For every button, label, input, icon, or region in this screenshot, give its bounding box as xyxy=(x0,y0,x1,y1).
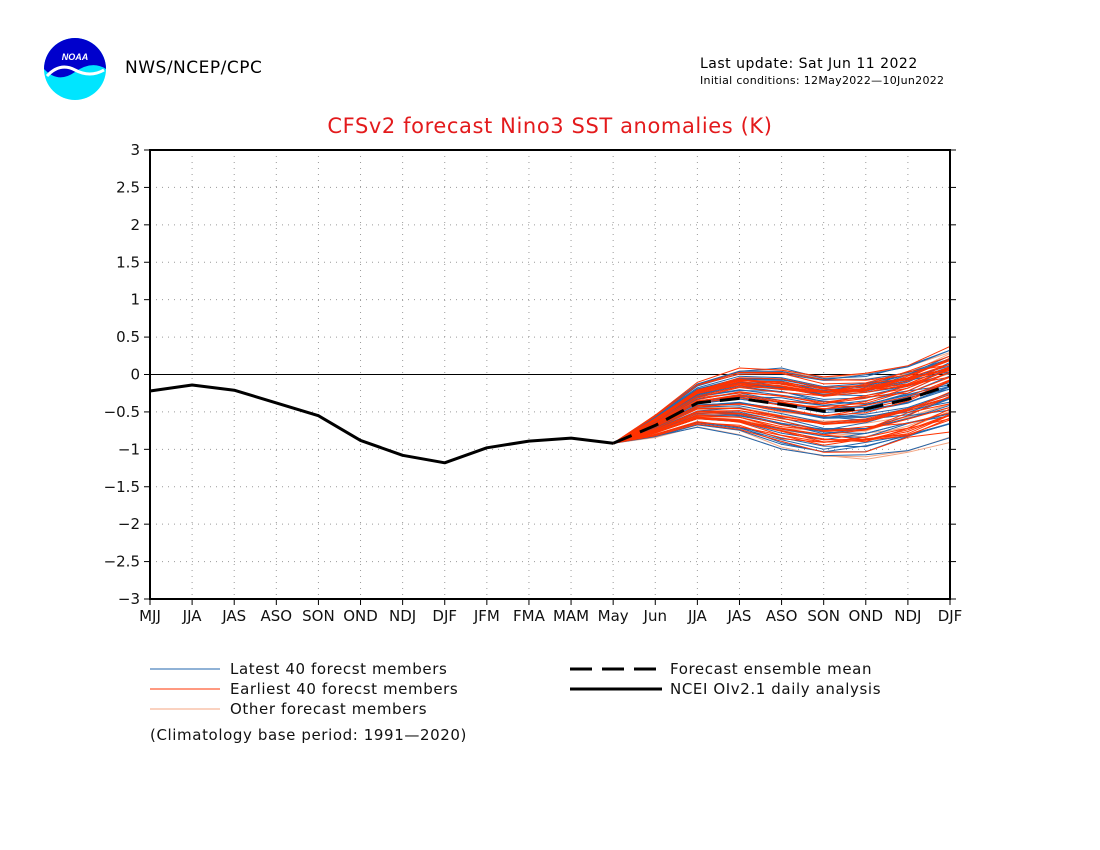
legend-analysis-label: NCEI OIv2.1 daily analysis xyxy=(670,680,882,698)
y-tick-label: −1.5 xyxy=(104,478,140,496)
chart-title: CFSv2 forecast Nino3 SST anomalies (K) xyxy=(327,114,773,138)
x-tick-label: JJA xyxy=(182,607,203,625)
y-tick-label: 0 xyxy=(130,366,140,384)
earliest-member-line xyxy=(613,423,951,453)
main-series xyxy=(149,383,951,465)
y-tick-label: 1.5 xyxy=(116,253,140,271)
x-tick-label: NDJ xyxy=(894,607,921,625)
earliest-member-line xyxy=(612,367,951,444)
y-tick-label: −0.5 xyxy=(104,403,140,421)
x-tick-label: FMA xyxy=(513,607,546,625)
earliest-member-line xyxy=(613,414,951,444)
earliest-member-line xyxy=(613,396,951,444)
legend-samples xyxy=(150,667,662,710)
ensemble-mean-line xyxy=(612,383,951,445)
last-update: Last update: Sat Jun 11 2022 xyxy=(700,56,918,72)
y-tick-label: 2.5 xyxy=(116,178,140,196)
x-tick-label: May xyxy=(598,607,629,625)
x-tick-label: NDJ xyxy=(389,607,416,625)
earliest-member-line xyxy=(612,345,951,444)
latest-member-line xyxy=(612,349,951,444)
x-tick-label: OND xyxy=(343,607,378,625)
legend-latest-label: Latest 40 forecst members xyxy=(230,660,448,678)
x-tick-label: ASO xyxy=(261,607,293,625)
latest-member-line xyxy=(612,355,951,444)
earliest-member-line xyxy=(612,376,951,444)
latest-member-line xyxy=(613,426,951,457)
latest-member-line xyxy=(613,423,951,453)
x-tick-label: DJF xyxy=(432,607,457,625)
x-tick-label: MJJ xyxy=(139,607,161,625)
x-tick-label: DJF xyxy=(938,607,963,625)
agency-label: NWS/NCEP/CPC xyxy=(125,58,263,78)
analysis-line xyxy=(149,383,614,465)
x-tick-label: JJA xyxy=(687,607,708,625)
y-tick-label: 0.5 xyxy=(116,328,140,346)
earliest-member-line xyxy=(613,380,951,444)
earliest-member-line xyxy=(613,419,951,446)
x-tick-label: JAS xyxy=(726,607,751,625)
earliest-member-line xyxy=(612,366,951,444)
y-tick-label: −2.5 xyxy=(104,553,140,571)
earliest-member-line xyxy=(613,412,951,444)
latest-member-line xyxy=(613,398,951,444)
x-tick-label: SON xyxy=(302,607,335,625)
forecast-members xyxy=(612,345,951,460)
initial-conditions: Initial conditions: 12May2022—10Jun2022 xyxy=(700,74,945,87)
x-tick-label: JAS xyxy=(221,607,246,625)
earliest-member-line xyxy=(613,408,951,444)
legend-earliest-label: Earliest 40 forecst members xyxy=(230,680,459,698)
y-tick-label: −2 xyxy=(118,515,140,533)
legend-other-label: Other forecast members xyxy=(230,700,428,718)
noaa-logo: NOAA xyxy=(44,38,106,100)
y-tick-label: 3 xyxy=(130,141,140,159)
legend-mean-label: Forecast ensemble mean xyxy=(670,660,873,678)
grid xyxy=(150,150,950,599)
x-tick-label: Jun xyxy=(643,607,667,625)
y-tick-label: 1 xyxy=(130,291,140,309)
y-tick-label: 2 xyxy=(130,216,140,234)
y-tick-label: −1 xyxy=(118,440,140,458)
climatology-note: (Climatology base period: 1991—2020) xyxy=(150,726,467,744)
x-tick-label: JFM xyxy=(473,607,500,625)
y-tick-label: −3 xyxy=(118,590,140,608)
logo-text: NOAA xyxy=(62,52,89,62)
x-tick-label: OND xyxy=(849,607,884,625)
earliest-member-line xyxy=(612,355,951,444)
earliest-member-line xyxy=(612,367,951,444)
x-tick-label: SON xyxy=(807,607,840,625)
x-tick-label: MAM xyxy=(553,607,589,625)
earliest-member-line xyxy=(613,414,951,444)
x-tick-label: ASO xyxy=(766,607,798,625)
